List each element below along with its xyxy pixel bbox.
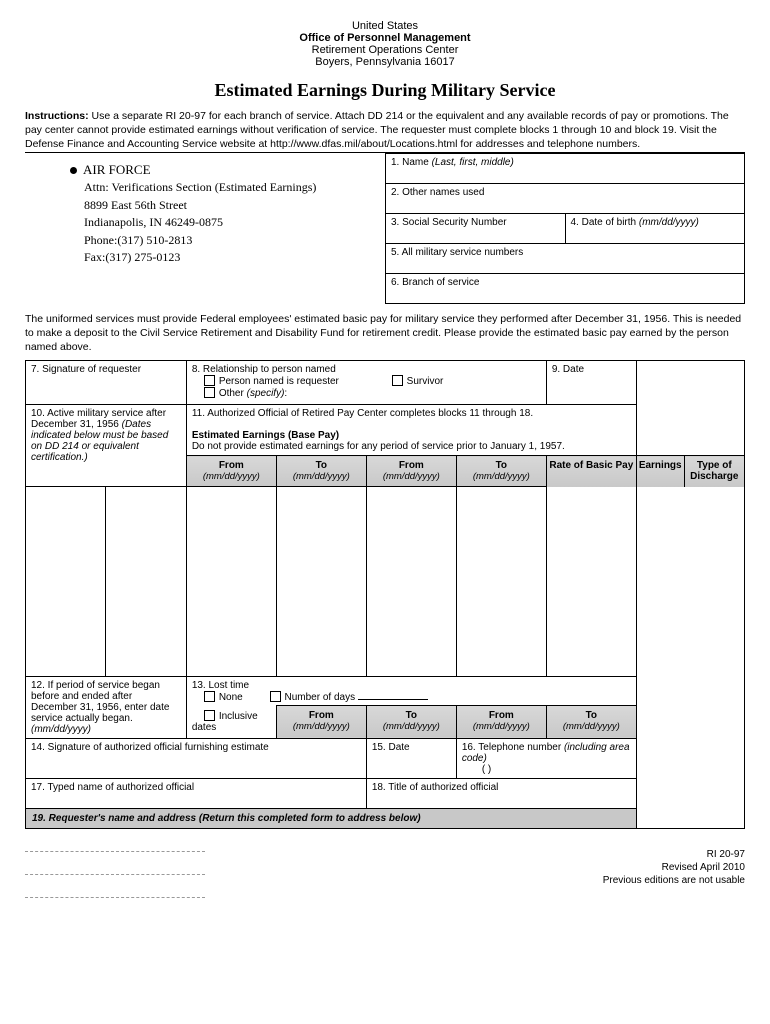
footer-form-no: RI 20-97	[603, 848, 745, 861]
data-to-2[interactable]	[276, 487, 366, 677]
block-15[interactable]: 15. Date	[366, 739, 456, 779]
field-other-names[interactable]: 2. Other names used	[386, 183, 744, 213]
block-13-none: None	[219, 692, 243, 703]
field-branch-service[interactable]: 6. Branch of service	[386, 273, 744, 303]
col-rate: Rate of Basic Pay	[546, 456, 636, 487]
checkbox-numdays[interactable]	[270, 691, 281, 702]
col-from-2: From(mm/dd/yyyy)	[366, 456, 456, 487]
footer: RI 20-97 Revised April 2010 Previous edi…	[25, 848, 745, 887]
block-9[interactable]: 9. Date	[546, 361, 636, 405]
block-13-label: 13. Lost time	[192, 680, 249, 691]
address-fax: Fax:(317) 275-0123	[70, 249, 385, 266]
col-from-1: From(mm/dd/yyyy)	[186, 456, 276, 487]
block-8-opt1: Person named is requester	[219, 376, 339, 387]
data-discharge[interactable]	[546, 487, 636, 677]
block-13-inclusive-label: Inclusive dates	[192, 711, 258, 733]
block-11-label: 11. Authorized Official of Retired Pay C…	[192, 408, 533, 419]
fields-block: 1. Name (Last, first, middle) 2. Other n…	[385, 153, 745, 304]
field-name[interactable]: 1. Name (Last, first, middle)	[386, 153, 744, 183]
instructions-text: Use a separate RI 20-97 for each branch …	[25, 110, 729, 150]
field-4-label: 4. Date of birth	[571, 217, 637, 228]
block-16-label: 16. Telephone number	[462, 742, 561, 753]
block-19: 19. Requester's name and address (Return…	[26, 809, 637, 829]
field-4-hint: (mm/dd/yyyy)	[639, 217, 699, 228]
data-to-1[interactable]	[106, 487, 186, 677]
block-8[interactable]: 8. Relationship to person named Person n…	[186, 361, 546, 405]
block-14-label: 14. Signature of authorized official fur…	[31, 742, 269, 753]
footer-prev: Previous editions are not usable	[603, 874, 745, 887]
block-11: 11. Authorized Official of Retired Pay C…	[186, 405, 636, 456]
header-line3: Retirement Operations Center	[25, 44, 745, 56]
field-dob[interactable]: 4. Date of birth (mm/dd/yyyy)	[565, 213, 745, 243]
form-title: Estimated Earnings During Military Servi…	[25, 80, 745, 101]
mid-paragraph: The uniformed services must provide Fede…	[25, 304, 745, 361]
lost-from-1: From(mm/dd/yyyy)	[276, 705, 366, 738]
block-12-label: 12. If period of service began before an…	[31, 680, 169, 724]
data-from-2[interactable]	[186, 487, 276, 677]
col-to-2: To(mm/dd/yyyy)	[456, 456, 546, 487]
header-line4: Boyers, Pennsylvania 16017	[25, 56, 745, 68]
col-discharge: Type of Discharge	[684, 456, 744, 487]
field-1-label: 1. Name	[391, 157, 429, 168]
block-12[interactable]: 12. If period of service began before an…	[26, 677, 187, 739]
block-9-label: 9. Date	[552, 364, 584, 375]
block-8-opt3-hint: (specify)	[247, 388, 285, 399]
col-to-1: To(mm/dd/yyyy)	[276, 456, 366, 487]
block-8-opt2: Survivor	[407, 376, 444, 387]
block-11-subhead: Estimated Earnings (Base Pay)	[192, 430, 339, 441]
block-11-subtext: Do not provide estimated earnings for an…	[192, 441, 565, 452]
checkbox-requester[interactable]	[204, 375, 215, 386]
block-13-numdays: Number of days	[285, 692, 356, 703]
block-10: 10. Active military service after Decemb…	[26, 405, 187, 487]
branch-name: AIR FORCE	[83, 162, 151, 177]
main-form-table: 7. Signature of requester 8. Relationshi…	[25, 360, 745, 829]
lost-to-2: To(mm/dd/yyyy)	[546, 705, 636, 738]
footer-revised: Revised April 2010	[603, 861, 745, 874]
field-2-label: 2. Other names used	[391, 187, 484, 198]
address-street: 8899 East 56th Street	[70, 197, 385, 214]
address-attn: Attn: Verifications Section (Estimated E…	[70, 179, 385, 196]
address-phone: Phone:(317) 510-2813	[70, 232, 385, 249]
bullet-icon	[70, 167, 77, 174]
field-5-label: 5. All military service numbers	[391, 247, 523, 258]
address-city: Indianapolis, IN 46249-0875	[70, 214, 385, 231]
instructions-block: Instructions: Use a separate RI 20-97 fo…	[25, 109, 745, 153]
block-13-inclusive: Inclusive dates	[186, 705, 276, 738]
block-16-paren: ( )	[462, 764, 491, 775]
block-17[interactable]: 17. Typed name of authorized official	[26, 779, 367, 809]
block-8-label: 8. Relationship to person named	[192, 364, 336, 375]
field-service-numbers[interactable]: 5. All military service numbers	[386, 243, 744, 273]
block-7[interactable]: 7. Signature of requester	[26, 361, 187, 405]
block-18[interactable]: 18. Title of authorized official	[366, 779, 636, 809]
field-6-label: 6. Branch of service	[391, 277, 479, 288]
field-3-label: 3. Social Security Number	[391, 217, 507, 228]
block-16[interactable]: 16. Telephone number (including area cod…	[456, 739, 636, 779]
lost-to-1: To(mm/dd/yyyy)	[366, 705, 456, 738]
instructions-label: Instructions:	[25, 110, 89, 122]
block-8-opt3: Other	[219, 388, 244, 399]
address-block: AIR FORCE Attn: Verifications Section (E…	[25, 153, 385, 304]
dashed-line-3	[25, 897, 205, 898]
field-ssn[interactable]: 3. Social Security Number	[386, 213, 565, 243]
col-earnings: Earnings	[636, 456, 684, 487]
block-13: 13. Lost time None Number of days	[186, 677, 636, 706]
data-rate[interactable]	[366, 487, 456, 677]
field-1-hint: (Last, first, middle)	[432, 157, 514, 168]
header-line2: Office of Personnel Management	[25, 32, 745, 44]
block-15-label: 15. Date	[372, 742, 410, 753]
block-18-label: 18. Title of authorized official	[372, 782, 499, 793]
address-and-fields-row: AIR FORCE Attn: Verifications Section (E…	[25, 153, 745, 304]
block-14[interactable]: 14. Signature of authorized official fur…	[26, 739, 367, 779]
header-line1: United States	[25, 20, 745, 32]
checkbox-other[interactable]	[204, 387, 215, 398]
block-17-label: 17. Typed name of authorized official	[31, 782, 194, 793]
data-from-1[interactable]	[26, 487, 106, 677]
checkbox-none[interactable]	[204, 691, 215, 702]
checkbox-survivor[interactable]	[392, 375, 403, 386]
lost-from-2: From(mm/dd/yyyy)	[456, 705, 546, 738]
data-earnings[interactable]	[456, 487, 546, 677]
block-7-label: 7. Signature of requester	[31, 364, 141, 375]
block-12-hint: (mm/dd/yyyy)	[31, 724, 91, 735]
checkbox-inclusive[interactable]	[204, 710, 215, 721]
